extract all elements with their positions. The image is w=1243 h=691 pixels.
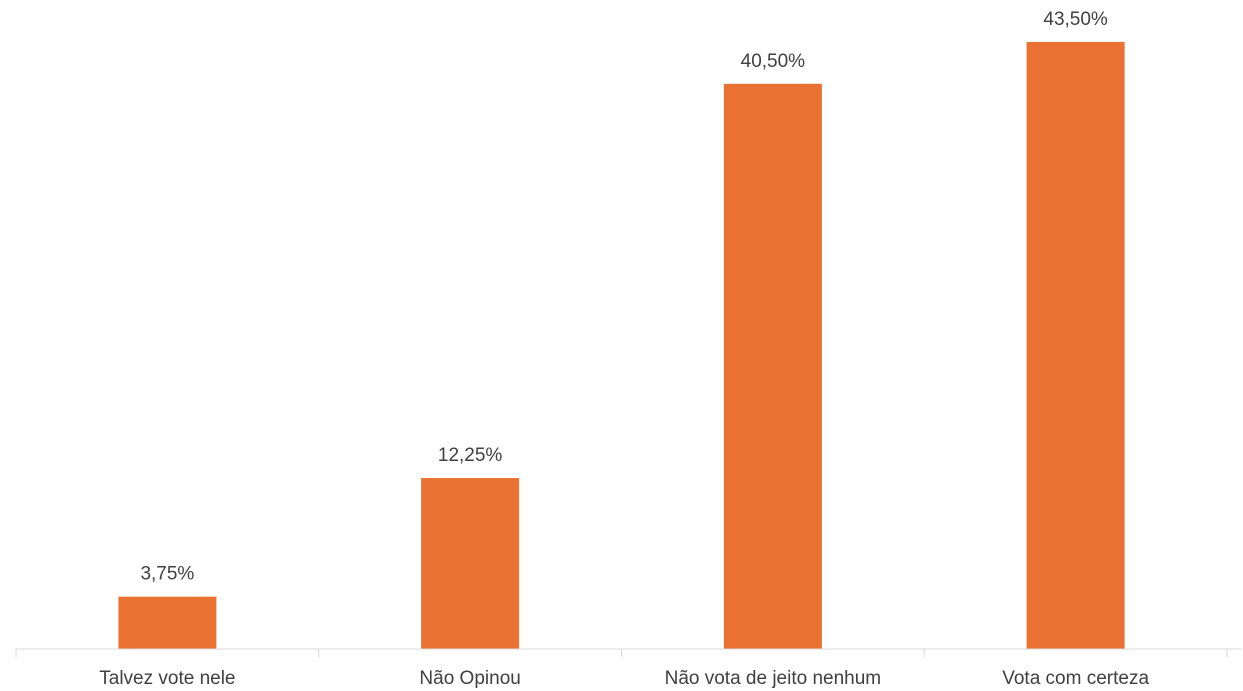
bar[interactable] bbox=[421, 478, 520, 649]
x-tick-label: Vota com certeza bbox=[1002, 668, 1149, 689]
data-labels-layer: 3,75% 12,25% 40,50% 43,50% bbox=[140, 9, 1108, 585]
x-tick-label: Não vota de jeito nenhum bbox=[665, 668, 882, 689]
data-label: 12,25% bbox=[438, 445, 503, 466]
data-label: 3,75% bbox=[140, 564, 194, 585]
data-label: 43,50% bbox=[1043, 9, 1108, 30]
bar[interactable] bbox=[1026, 41, 1125, 649]
x-axis: Talvez vote nele Não Opinou Não vota de je… bbox=[15, 648, 1241, 689]
x-tick-label: Talvez vote nele bbox=[99, 668, 235, 689]
data-label: 40,50% bbox=[741, 51, 806, 72]
x-tick-label: Não Opinou bbox=[419, 668, 520, 689]
bar[interactable] bbox=[723, 83, 822, 650]
bars-layer bbox=[118, 41, 1125, 650]
bar[interactable] bbox=[118, 596, 217, 649]
